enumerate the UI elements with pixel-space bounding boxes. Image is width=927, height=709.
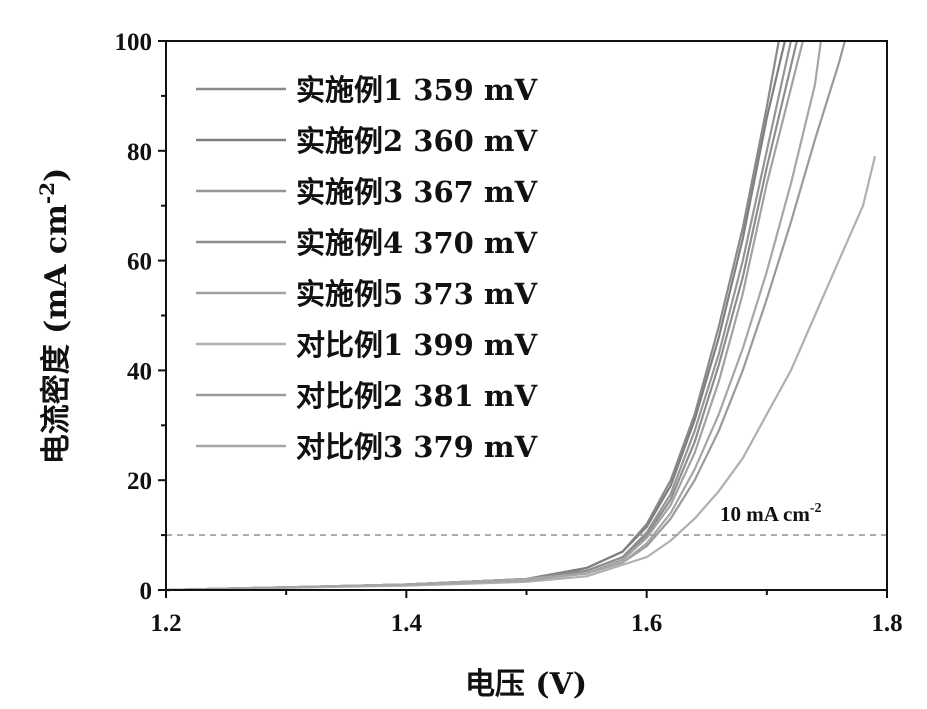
y-tick-label-6: 100 [115,29,153,56]
y-tick-label-3: 40 [127,358,152,385]
legend-label-2: 实施例2 360 mV [296,124,538,158]
y-axis-title: 电流密度 (mA cm-2) [35,168,74,465]
legend-label-1: 实施例1 359 mV [296,73,538,107]
legend-label-6: 对比例1 399 mV [296,328,538,362]
x-tick-label-3: 1.6 [631,610,662,637]
legend-label-4: 实施例4 370 mV [296,226,538,260]
reference-line-label-main: 10 mA cm [720,502,810,526]
legend-label-7: 对比例2 381 mV [296,379,538,413]
y-axis-title-end: ) [39,168,74,182]
x-tick-label-1: 1.2 [150,610,181,637]
legend-label-3: 实施例3 367 mV [296,175,538,209]
x-tick-label-2: 1.4 [391,610,423,637]
y-tick-label-5: 80 [127,139,152,166]
reference-line-label: 10 mA cm-2 [720,501,822,526]
x-tick-label-4: 1.8 [871,610,902,637]
y-axis-title-main: 电流密度 (mA cm [39,204,74,464]
legend-label-8: 对比例3 379 mV [296,430,538,464]
reference-line-label-sup: -2 [810,501,822,516]
legend-label-5: 实施例5 373 mV [296,277,538,311]
x-axis-title: 电压 (V) [465,667,587,702]
y-tick-label-4: 60 [127,249,152,276]
y-tick-label-1: 0 [140,578,153,605]
y-axis-title-sup: -2 [35,182,59,204]
y-tick-label-2: 20 [127,468,152,495]
